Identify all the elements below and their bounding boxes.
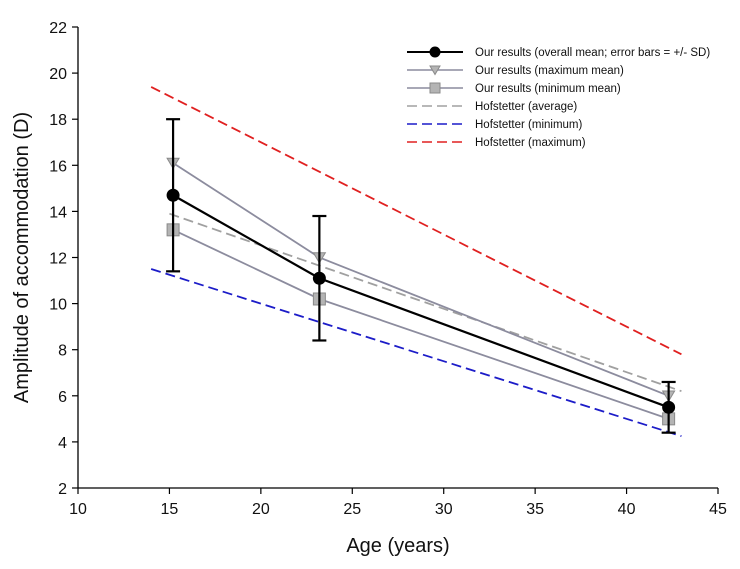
data-point: [662, 400, 676, 414]
y-tick-label: 20: [49, 66, 67, 83]
x-tick-label: 25: [343, 501, 361, 518]
y-tick-label: 2: [58, 481, 67, 498]
legend-swatch-marker: [429, 46, 441, 58]
series-our-results-overall-mean-error-bars-sd: [166, 118, 676, 434]
legend-label: Hofstetter (maximum): [475, 137, 586, 149]
x-tick-label: 35: [526, 501, 544, 518]
y-tick-label: 22: [49, 20, 67, 37]
series-hofstetter-maximum: [150, 86, 682, 356]
legend-item-hofstetter-maximum: Hofstetter (maximum): [407, 137, 586, 149]
legend-swatch-marker: [429, 82, 441, 94]
series-layer: [150, 86, 682, 437]
series-our-results-minimum-mean: [166, 223, 676, 426]
x-tick-label: 10: [69, 501, 87, 518]
data-point: [312, 271, 326, 285]
legend-label: Hofstetter (average): [475, 101, 577, 113]
series-line: [169, 212, 682, 393]
series-line: [172, 229, 669, 420]
y-tick-label: 10: [49, 297, 67, 314]
series-line: [150, 268, 682, 437]
y-tick-label: 4: [58, 435, 67, 452]
series-hofstetter-minimum: [150, 268, 682, 437]
y-tick-label: 6: [58, 389, 67, 406]
axes: 10 15 20 25 30 35 40 45 2 4 6 8 10 12 14 16 18 20 22: [49, 20, 727, 518]
legend: Our results (overall mean; error bars = …: [407, 46, 710, 149]
legend-item-hofstetter-minimum: Hofstetter (minimum): [407, 119, 583, 131]
legend-label: Hofstetter (minimum): [475, 119, 583, 131]
x-axis-title: Age (years): [346, 535, 449, 557]
x-tick-label: 45: [709, 501, 727, 518]
y-tick-label: 16: [49, 158, 67, 175]
series-our-results-maximum-mean: [166, 157, 676, 403]
legend-item-our-results-overall-mean-error-bars-sd: Our results (overall mean; error bars = …: [407, 46, 710, 59]
y-tick-label: 18: [49, 112, 67, 129]
y-tick-label: 8: [58, 343, 67, 360]
x-tick-label: 40: [618, 501, 636, 518]
legend-item-our-results-maximum-mean: Our results (maximum mean): [407, 65, 624, 77]
legend-swatch-marker: [429, 65, 441, 76]
y-axis-title: Amplitude of accommodation (D): [11, 112, 33, 403]
series-line: [172, 162, 669, 397]
series-line: [172, 194, 670, 409]
x-tick-label: 15: [161, 501, 179, 518]
x-tick-label: 30: [435, 501, 453, 518]
series-hofstetter-average: [169, 212, 682, 393]
y-tick-label: 12: [49, 251, 67, 268]
series-line: [150, 86, 682, 356]
y-tick-label: 14: [49, 204, 67, 221]
legend-item-hofstetter-average: Hofstetter (average): [407, 101, 577, 113]
legend-label: Our results (minimum mean): [475, 83, 621, 95]
legend-label: Our results (overall mean; error bars = …: [475, 47, 710, 59]
x-tick-label: 20: [252, 501, 270, 518]
legend-item-our-results-minimum-mean: Our results (minimum mean): [407, 82, 621, 95]
data-point: [166, 188, 180, 202]
legend-label: Our results (maximum mean): [475, 65, 624, 77]
